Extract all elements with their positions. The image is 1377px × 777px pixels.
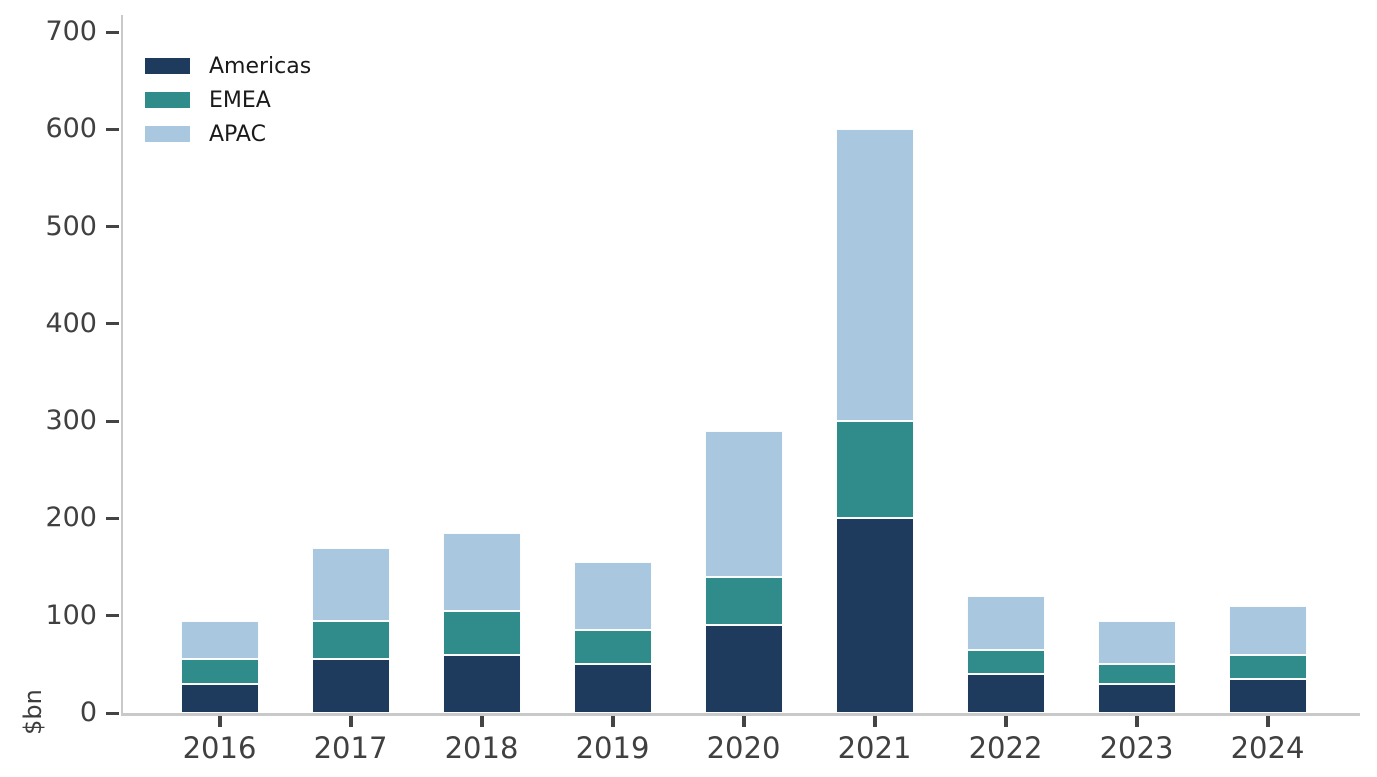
legend-swatch-apac [145, 126, 190, 142]
x-tick-label: 2020 [706, 731, 781, 765]
x-tick-label: 2022 [968, 731, 1043, 765]
bar-segment-apac-2018 [442, 533, 521, 611]
x-tick-label: 2021 [837, 731, 912, 765]
y-tick-mark [106, 419, 119, 423]
x-tick-mark [479, 716, 484, 727]
x-tick-mark [610, 716, 615, 727]
bar-segment-emea-2016 [180, 659, 259, 684]
bar-segment-apac-2017 [311, 547, 390, 621]
x-tick-mark [1003, 716, 1008, 727]
legend-item-americas: Americas [145, 49, 311, 83]
y-tick-mark [106, 225, 119, 229]
bar-segment-apac-2022 [966, 596, 1045, 650]
y-tick-label: 500 [45, 210, 97, 242]
bar-segment-emea-2019 [573, 630, 652, 665]
bar-segment-americas-2024 [1228, 678, 1307, 713]
y-tick-label: 400 [45, 307, 97, 339]
bar-segment-apac-2021 [835, 129, 914, 422]
bar-segment-americas-2021 [835, 518, 914, 713]
y-tick-label: 0 [79, 697, 97, 728]
bar-segment-americas-2016 [180, 683, 259, 713]
legend-item-emea: EMEA [145, 83, 311, 117]
plot-area: 0 100 200 300 400 500 600 700 2016 2017 2018 2019 2… [45, 15, 1360, 765]
y-tick-mark [106, 127, 119, 131]
bar-segment-emea-2017 [311, 620, 390, 660]
y-tick-label: 700 [45, 16, 97, 47]
x-tick-mark [217, 716, 222, 727]
y-tick-label: 200 [45, 502, 97, 534]
bar-segment-emea-2023 [1097, 664, 1176, 684]
x-tick-mark [1265, 716, 1270, 727]
y-tick-mark [106, 614, 119, 618]
bar-segment-americas-2017 [311, 659, 390, 713]
x-tick-label: 2016 [182, 731, 257, 765]
bar-segment-emea-2024 [1228, 654, 1307, 679]
legend: Americas EMEA APAC [145, 49, 311, 151]
bar-segment-emea-2020 [704, 576, 783, 626]
y-tick-label: 600 [45, 113, 97, 145]
x-tick-label: 2024 [1230, 731, 1305, 765]
bar-segment-emea-2018 [442, 610, 521, 655]
bar-segment-americas-2023 [1097, 683, 1176, 713]
bar-segment-americas-2019 [573, 664, 652, 713]
y-tick-mark [106, 30, 119, 34]
bar-segment-emea-2022 [966, 649, 1045, 675]
y-tick-mark [106, 711, 119, 715]
bar-segment-americas-2018 [442, 654, 521, 713]
x-tick-label: 2023 [1099, 731, 1174, 765]
bar-segment-apac-2019 [573, 562, 652, 631]
x-tick-mark [1134, 716, 1139, 727]
bar-segment-emea-2021 [835, 421, 914, 519]
y-tick-mark [106, 322, 119, 326]
legend-label-apac: APAC [209, 121, 266, 147]
x-tick-label: 2017 [313, 731, 388, 765]
x-tick-mark [872, 716, 877, 727]
bar-segment-americas-2022 [966, 674, 1045, 713]
bar-segment-apac-2023 [1097, 620, 1176, 665]
y-tick-mark [106, 516, 119, 520]
y-tick-label: 300 [45, 405, 97, 437]
legend-swatch-emea [145, 92, 190, 108]
x-tick-mark [348, 716, 353, 727]
x-tick-mark [741, 716, 746, 727]
legend-label-americas: Americas [209, 53, 312, 79]
legend-swatch-americas [145, 58, 190, 74]
y-tick-label: 100 [45, 599, 97, 631]
bar-segment-apac-2020 [704, 430, 783, 577]
bar-segment-americas-2020 [704, 625, 783, 713]
x-tick-label: 2019 [575, 731, 650, 765]
legend-item-apac: APAC [145, 117, 311, 151]
bar-segment-apac-2016 [180, 620, 259, 660]
bar-segment-apac-2024 [1228, 605, 1307, 655]
legend-label-emea: EMEA [209, 87, 271, 113]
x-tick-label: 2018 [444, 731, 519, 765]
